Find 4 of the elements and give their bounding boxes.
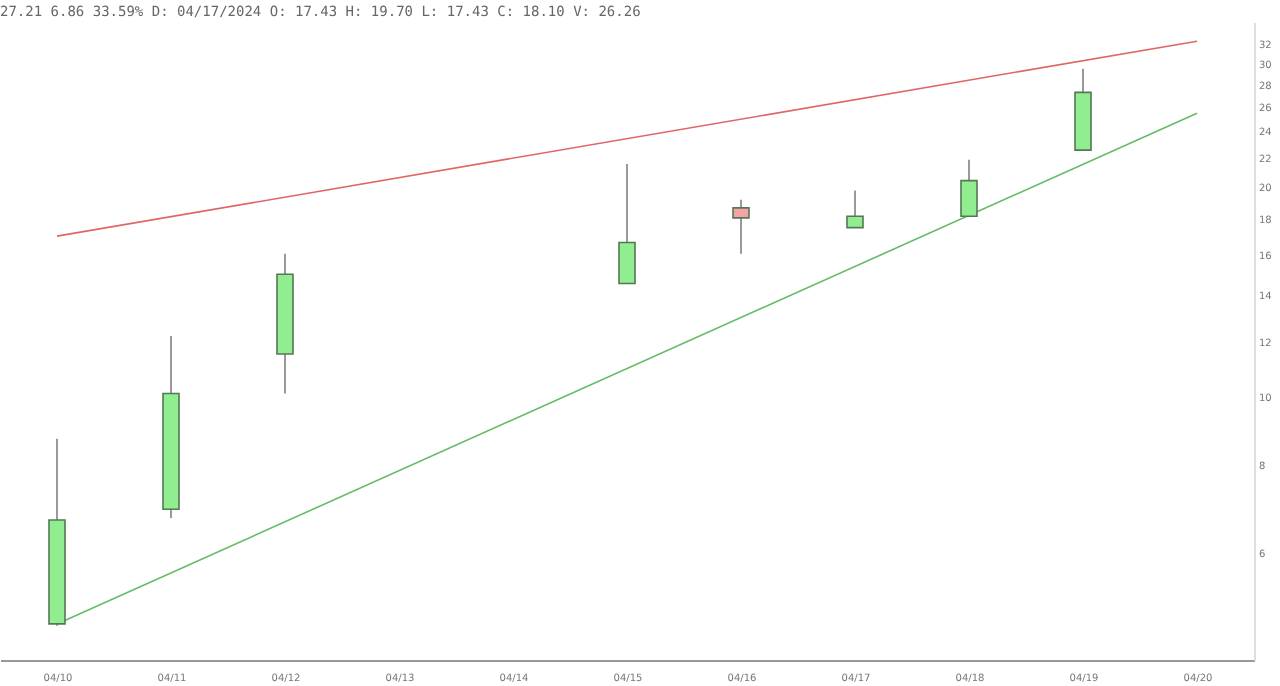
candlestick [960,158,978,218]
candlestick [732,198,750,255]
candlestick [846,189,864,229]
candlestick [618,162,636,285]
